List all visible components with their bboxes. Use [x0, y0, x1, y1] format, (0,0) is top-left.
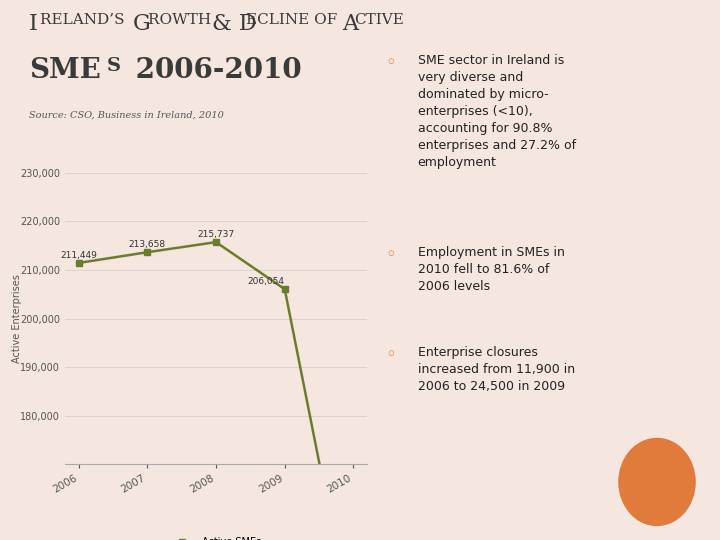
Active SMEs	[212, 239, 220, 245]
Legend: Active SMEs: Active SMEs	[166, 534, 266, 540]
Text: CTIVE: CTIVE	[354, 14, 404, 28]
Text: ◦: ◦	[385, 54, 396, 72]
Text: RELAND’S: RELAND’S	[40, 14, 129, 28]
Text: ROWTH: ROWTH	[148, 14, 215, 28]
Text: Employment in SMEs in
2010 fell to 81.6% of
2006 levels: Employment in SMEs in 2010 fell to 81.6%…	[418, 246, 564, 293]
Text: 215,737: 215,737	[197, 230, 235, 239]
Text: Source: CSO, Business in Ireland, 2010: Source: CSO, Business in Ireland, 2010	[29, 111, 224, 120]
Text: SME sector in Ireland is
very diverse and
dominated by micro-
enterprises (<10),: SME sector in Ireland is very diverse an…	[418, 54, 576, 169]
Active SMEs	[143, 249, 152, 255]
Text: S: S	[107, 57, 120, 75]
Circle shape	[619, 438, 695, 525]
Text: 206,054: 206,054	[248, 277, 284, 286]
Text: SME: SME	[29, 57, 101, 84]
Text: 213,658: 213,658	[129, 240, 166, 249]
Y-axis label: Active Enterprises: Active Enterprises	[12, 274, 22, 363]
Active SMEs	[280, 286, 289, 293]
Text: & D: & D	[212, 14, 257, 36]
Text: G: G	[133, 14, 151, 36]
Active SMEs	[74, 260, 83, 266]
Text: 2006-2010: 2006-2010	[126, 57, 302, 84]
Text: 211,449: 211,449	[60, 251, 97, 260]
Line: Active SMEs: Active SMEs	[75, 239, 357, 540]
Text: I: I	[29, 14, 37, 36]
Text: Enterprise closures
increased from 11,900 in
2006 to 24,500 in 2009: Enterprise closures increased from 11,90…	[418, 346, 575, 393]
Text: ◦: ◦	[385, 346, 396, 363]
Text: ECLINE OF: ECLINE OF	[246, 14, 343, 28]
Text: A: A	[342, 14, 358, 36]
Text: ◦: ◦	[385, 246, 396, 264]
